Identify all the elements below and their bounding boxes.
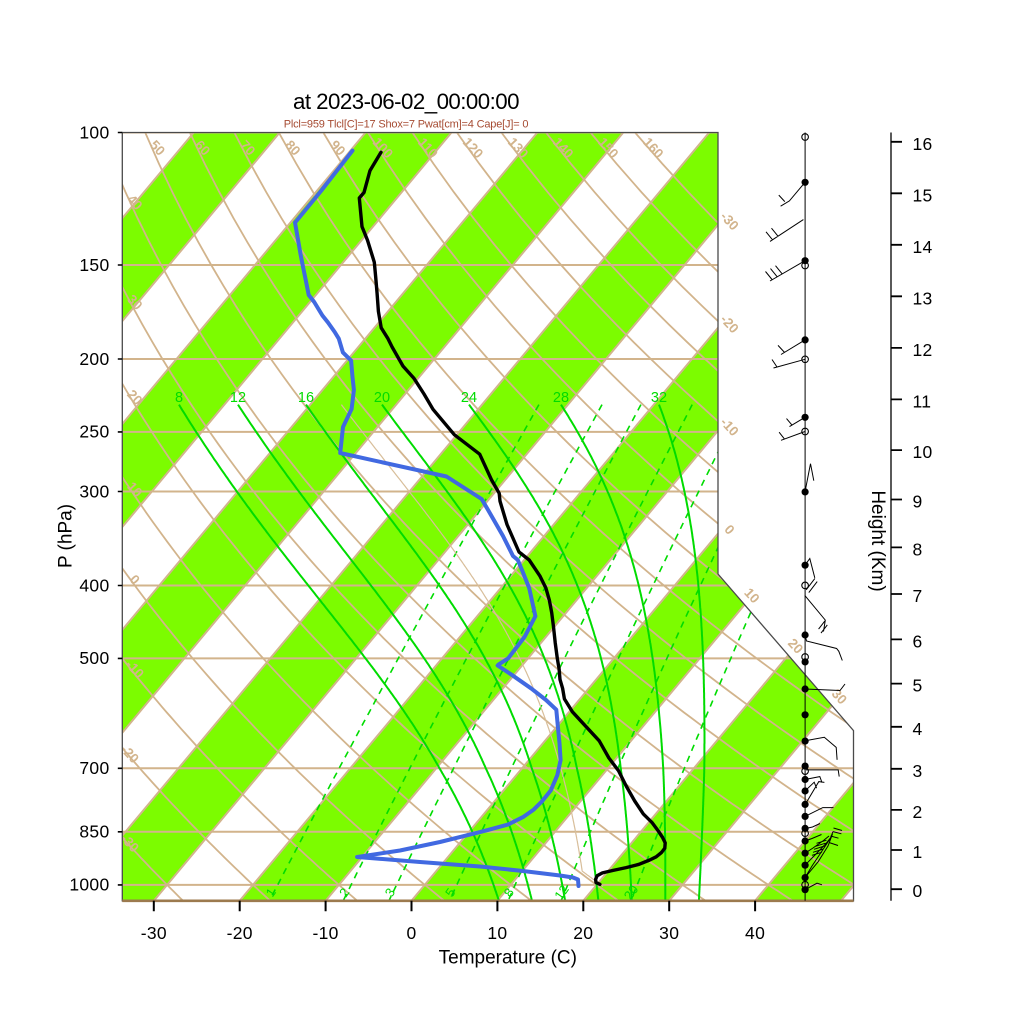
svg-text:12: 12 [913, 340, 933, 360]
svg-text:80: 80 [282, 137, 303, 158]
svg-text:-10: -10 [312, 923, 338, 943]
svg-text:20: 20 [374, 390, 390, 406]
svg-text:200: 200 [79, 349, 109, 369]
svg-text:40: 40 [745, 923, 765, 943]
svg-text:400: 400 [79, 575, 109, 595]
svg-text:24: 24 [461, 390, 477, 406]
svg-text:50: 50 [147, 137, 168, 158]
svg-text:15: 15 [913, 185, 933, 205]
svg-text:14: 14 [913, 237, 933, 257]
svg-text:1: 1 [913, 842, 923, 862]
svg-text:70: 70 [237, 137, 258, 158]
svg-text:30: 30 [124, 292, 145, 313]
svg-text:0: 0 [913, 881, 923, 901]
svg-text:700: 700 [79, 758, 109, 778]
svg-text:16: 16 [913, 134, 933, 154]
svg-text:-30: -30 [141, 923, 167, 943]
svg-text:9: 9 [913, 492, 923, 512]
svg-text:1000: 1000 [69, 875, 109, 895]
svg-text:90: 90 [327, 137, 348, 158]
svg-text:28: 28 [553, 390, 569, 406]
svg-text:10: 10 [487, 923, 507, 943]
svg-text:12: 12 [551, 882, 572, 902]
svg-text:Temperature (C): Temperature (C) [439, 948, 577, 969]
svg-text:10: 10 [913, 442, 933, 462]
svg-text:20: 20 [124, 387, 145, 408]
svg-text:13: 13 [913, 288, 933, 308]
svg-text:2: 2 [913, 802, 923, 822]
svg-text:0: 0 [406, 923, 416, 943]
svg-text:16: 16 [298, 390, 314, 406]
svg-text:P (hPa): P (hPa) [56, 504, 77, 568]
svg-text:8: 8 [175, 390, 183, 406]
svg-text:5: 5 [913, 676, 923, 696]
svg-text:250: 250 [79, 422, 109, 442]
svg-text:7: 7 [913, 586, 923, 606]
svg-text:3: 3 [913, 761, 923, 781]
svg-text:Height (Km): Height (Km) [867, 490, 888, 591]
svg-text:20: 20 [785, 636, 806, 657]
svg-text:-20: -20 [227, 923, 253, 943]
svg-text:10: 10 [124, 479, 145, 500]
svg-text:60: 60 [192, 137, 213, 158]
svg-text:850: 850 [79, 822, 109, 842]
svg-text:32: 32 [651, 390, 667, 406]
svg-text:11: 11 [913, 391, 932, 411]
svg-text:150: 150 [79, 255, 109, 275]
svg-text:500: 500 [79, 648, 109, 668]
svg-text:100: 100 [79, 122, 109, 142]
svg-text:Plcl=959 Tlcl[C]=17 Shox=7 Pwa: Plcl=959 Tlcl[C]=17 Shox=7 Pwat[cm]=4 Ca… [284, 119, 529, 131]
svg-text:10: 10 [741, 585, 762, 606]
svg-text:30: 30 [829, 686, 850, 707]
svg-text:at 2023-06-02_00:00:00: at 2023-06-02_00:00:00 [293, 89, 519, 114]
svg-text:8: 8 [913, 539, 923, 559]
svg-text:12: 12 [230, 390, 246, 406]
svg-text:300: 300 [79, 481, 109, 501]
svg-text:40: 40 [124, 192, 145, 213]
svg-text:20: 20 [573, 923, 593, 943]
svg-text:20: 20 [621, 882, 642, 902]
svg-text:6: 6 [913, 631, 923, 651]
svg-text:4: 4 [913, 719, 923, 739]
svg-text:30: 30 [659, 923, 679, 943]
